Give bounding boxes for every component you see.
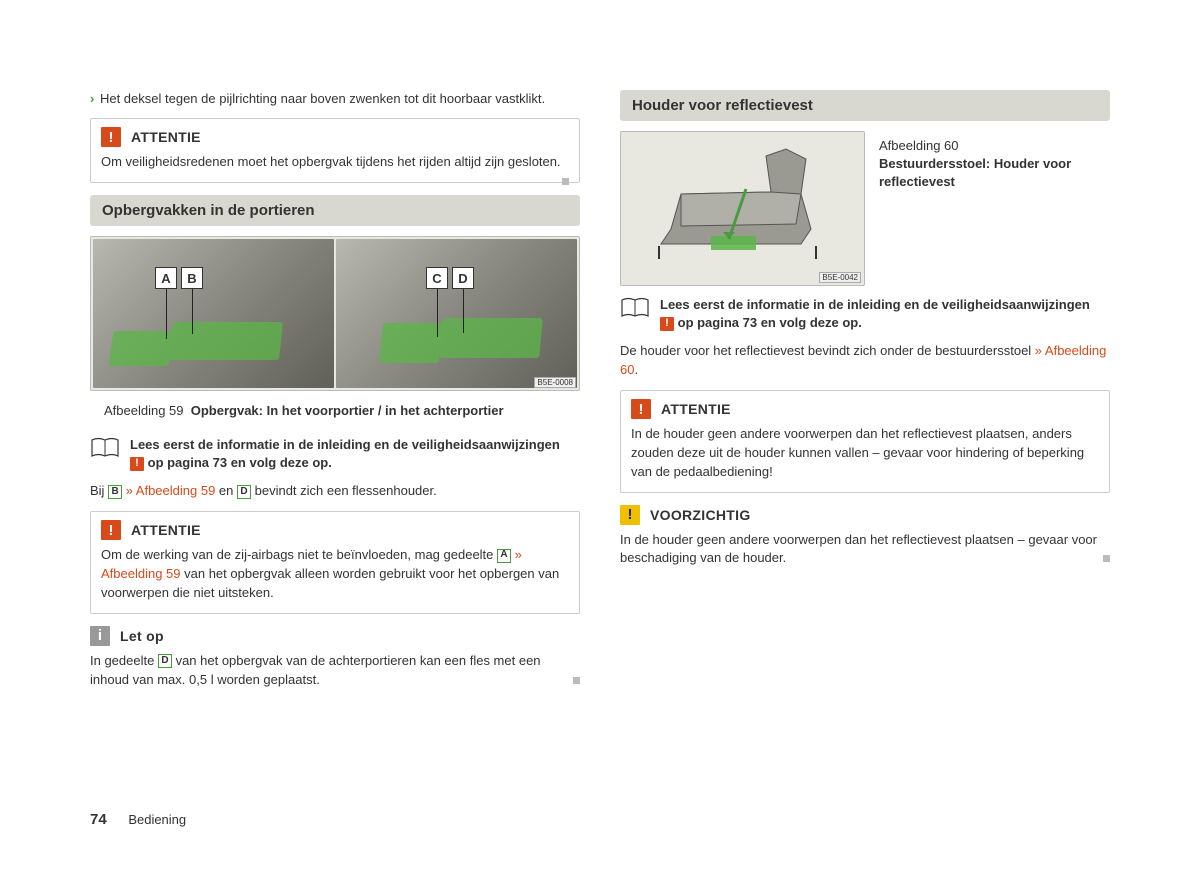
right-column: Houder voor reflectievest B5E-0042 Afbee… bbox=[620, 90, 1110, 709]
note-title: Let op bbox=[120, 628, 164, 644]
inline-exclamation-icon: ! bbox=[130, 457, 144, 471]
section-header: Houder voor reflectievest bbox=[620, 90, 1110, 121]
note-text: In gedeelte D van het opbergvak van de a… bbox=[90, 652, 580, 690]
warn-text: Om de werking van de zij-airbags niet te… bbox=[101, 546, 569, 603]
figure-id: B5E-0008 bbox=[534, 377, 576, 388]
figure-60: B5E-0042 bbox=[620, 131, 865, 286]
book-icon bbox=[90, 437, 120, 459]
warn-title: ATTENTIE bbox=[131, 522, 201, 538]
arrow-icon: › bbox=[90, 91, 94, 106]
attention-box-2: ! ATTENTIE Om de werking van de zij-airb… bbox=[90, 511, 580, 614]
read-first-note: Lees eerst de informatie in de inleiding… bbox=[620, 296, 1110, 332]
read-first-text: Lees eerst de informatie in de inleiding… bbox=[660, 296, 1090, 332]
figure-60-row: B5E-0042 Afbeelding 60 Bestuurdersstoel:… bbox=[620, 131, 1110, 286]
body-text-bottles: Bij B » Afbeelding 59 en D bevindt zich … bbox=[90, 482, 580, 501]
info-icon: i bbox=[90, 626, 110, 646]
warn-text: In de houder geen andere voorwerpen dan … bbox=[631, 425, 1099, 482]
callout-a: A bbox=[155, 267, 177, 289]
end-marker bbox=[573, 677, 580, 684]
callout-b: B bbox=[181, 267, 203, 289]
caution-title: VOORZICHTIG bbox=[650, 507, 751, 523]
callout-c: C bbox=[426, 267, 448, 289]
inline-exclamation-icon: ! bbox=[660, 317, 674, 331]
body-text-vest: De houder voor het reflectievest bevindt… bbox=[620, 342, 1110, 380]
exclamation-icon: ! bbox=[631, 399, 651, 419]
attention-box-1: ! ATTENTIE Om veiligheidsredenen moet he… bbox=[90, 118, 580, 183]
exclamation-icon: ! bbox=[101, 520, 121, 540]
book-icon bbox=[620, 297, 650, 319]
instruction-bullet: › Het deksel tegen de pijlrichting naar … bbox=[90, 90, 580, 108]
figure-rear-door: C D bbox=[336, 239, 577, 388]
inline-box-a: A bbox=[497, 549, 511, 563]
note-box: i Let op In gedeelte D van het opbergvak… bbox=[90, 626, 580, 698]
figure-front-door: A B bbox=[93, 239, 334, 388]
warn-title: ATTENTIE bbox=[661, 401, 731, 417]
figure-id: B5E-0042 bbox=[819, 272, 861, 283]
inline-box-b: B bbox=[108, 485, 122, 499]
section-header: Opbergvakken in de portieren bbox=[90, 195, 580, 226]
figure-caption: Afbeelding 59 Opbergvak: In het voorport… bbox=[90, 399, 580, 430]
exclamation-icon: ! bbox=[101, 127, 121, 147]
left-column: › Het deksel tegen de pijlrichting naar … bbox=[90, 90, 580, 709]
warn-title: ATTENTIE bbox=[131, 129, 201, 145]
caution-box: ! VOORZICHTIG In de houder geen andere v… bbox=[620, 505, 1110, 577]
read-first-note: Lees eerst de informatie in de inleiding… bbox=[90, 436, 580, 472]
end-marker bbox=[562, 178, 569, 185]
page-footer: 74 Bediening bbox=[90, 811, 186, 828]
figure-60-caption: Afbeelding 60 Bestuurdersstoel: Houder v… bbox=[879, 131, 1110, 286]
inline-box-d: D bbox=[237, 485, 251, 499]
caution-text: In de houder geen andere voorwerpen dan … bbox=[620, 531, 1110, 569]
bullet-text: Het deksel tegen de pijlrichting naar bo… bbox=[100, 91, 545, 106]
page-number: 74 bbox=[90, 811, 107, 828]
end-marker bbox=[1103, 555, 1110, 562]
exclamation-icon: ! bbox=[620, 505, 640, 525]
warn-text: Om veiligheidsredenen moet het opbergvak… bbox=[101, 153, 569, 172]
read-first-text: Lees eerst de informatie in de inleiding… bbox=[130, 436, 560, 472]
seat-illustration bbox=[651, 144, 831, 264]
inline-box-d2: D bbox=[158, 654, 172, 668]
figure-59: A B C D B5E-0008 bbox=[90, 236, 580, 391]
callout-d: D bbox=[452, 267, 474, 289]
footer-section: Bediening bbox=[128, 812, 186, 827]
attention-box-3: ! ATTENTIE In de houder geen andere voor… bbox=[620, 390, 1110, 493]
